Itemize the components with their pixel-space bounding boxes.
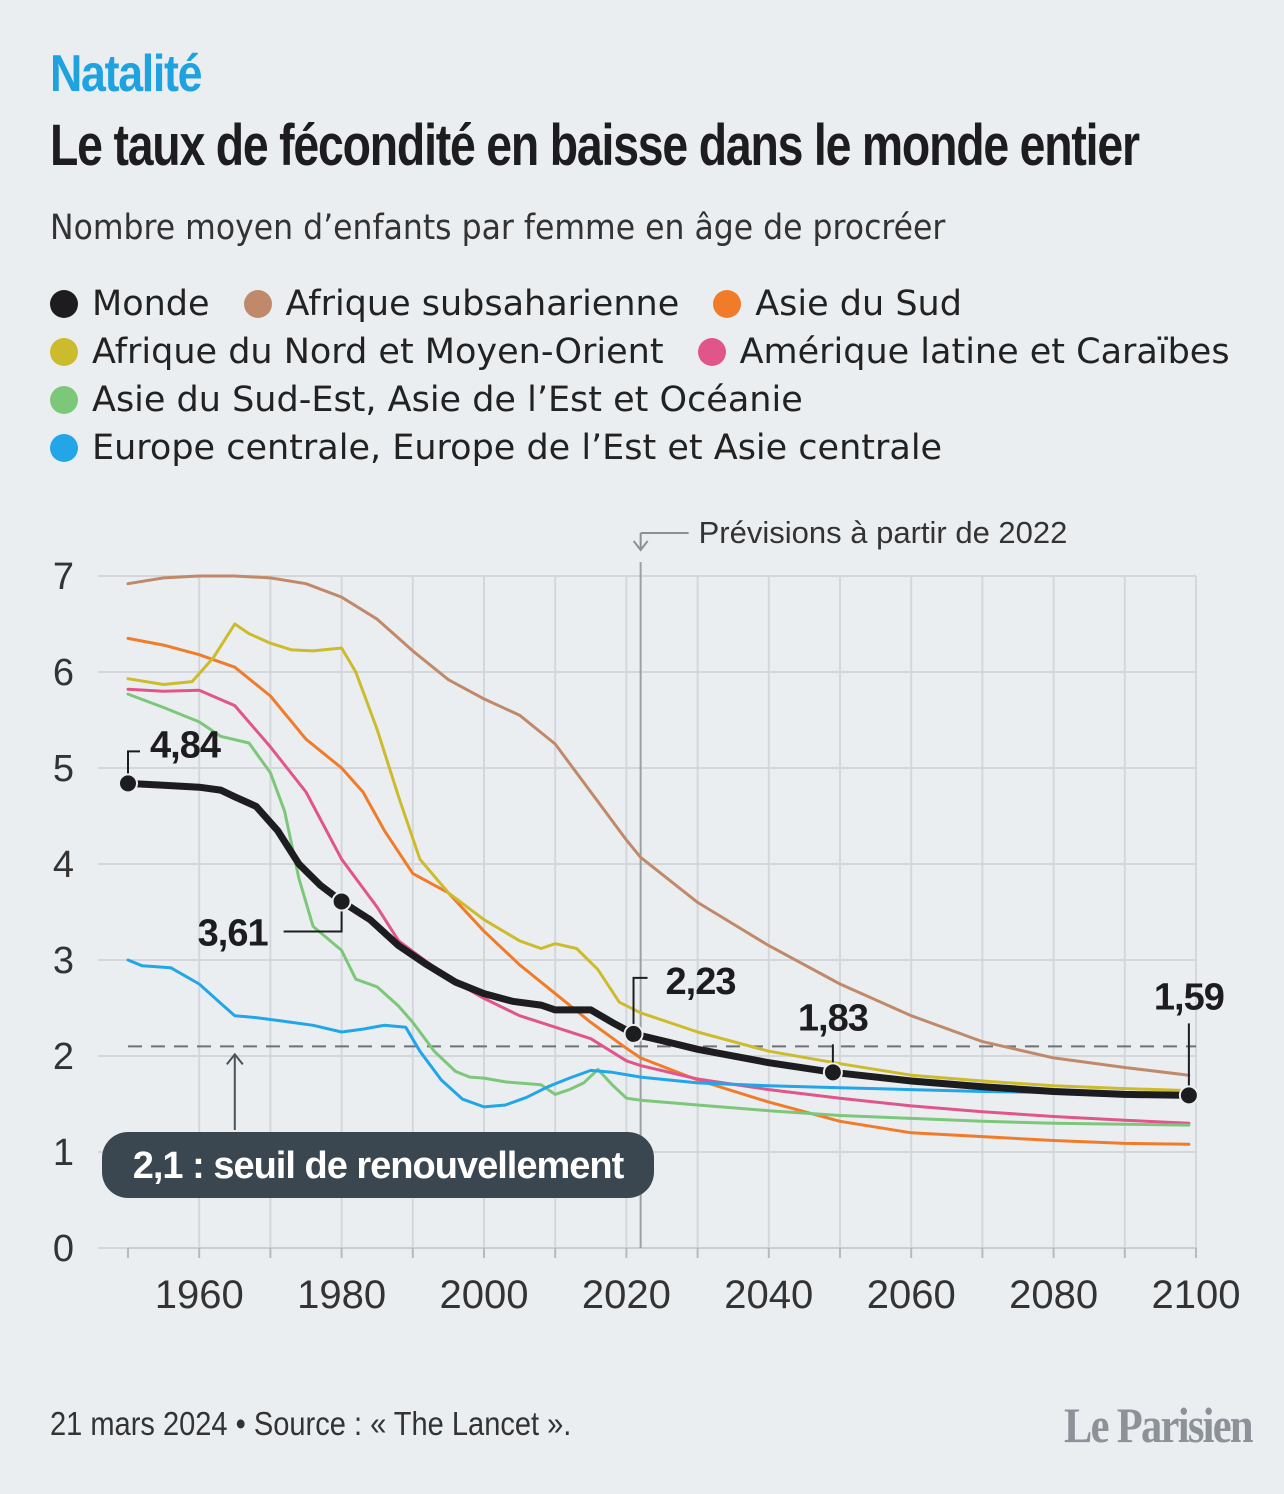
replacement-arrow-icon (226, 1052, 244, 1066)
annotation-marker (331, 891, 352, 912)
legend-dot-icon (713, 290, 742, 318)
legend-dot-icon (50, 386, 78, 414)
y-tick-label: 4 (53, 844, 74, 886)
legend-label: Afrique subsaharienne (285, 284, 680, 324)
source-note: 21 mars 2024 • Source : « The Lancet ». (50, 1405, 572, 1442)
series-line (126, 687, 1191, 1125)
replacement-badge-label: 2,1 : seuil de renouvellement (133, 1145, 625, 1187)
y-tick-label: 2 (53, 1036, 74, 1078)
y-tick-label: 7 (53, 556, 74, 598)
annotation-label: 3,61 (198, 912, 269, 954)
y-tick-label: 5 (53, 748, 74, 790)
forecast-label: Prévisions à partir de 2022 (699, 515, 1068, 550)
annotation-label: 1,83 (798, 997, 868, 1039)
legend-item: Amérique latine et Caraïbes (697, 332, 1230, 372)
legend-row: Europe centrale, Europe de l’Est et Asie… (50, 424, 1250, 472)
legend-label: Europe centrale, Europe de l’Est et Asie… (92, 428, 943, 468)
x-tick-label: 2060 (867, 1273, 956, 1317)
annotation-marker (822, 1062, 843, 1083)
annotation-label: 1,59 (1154, 976, 1224, 1018)
x-tick-label: 2100 (1152, 1273, 1241, 1317)
annotation-label: 4,84 (150, 724, 221, 766)
series-line (126, 622, 1191, 1093)
y-tick-label: 0 (53, 1228, 74, 1270)
series-line (126, 692, 1191, 1127)
legend-dot-icon (50, 434, 78, 462)
legend-label: Asie du Sud (755, 284, 962, 324)
y-tick-label: 1 (53, 1132, 74, 1174)
line-chart: 0 1 2 3 4 5 6 7 1960 1980 2000 2020 2040 2060 2080 2100… (53, 515, 1241, 1317)
legend-row: Monde Afrique subsaharienne Asie du Sud (50, 280, 1250, 328)
legend-dot-icon (50, 290, 78, 318)
chart-title: Le taux de fécondité en baisse dans le m… (50, 113, 1140, 178)
x-tick-label: 1980 (297, 1273, 386, 1317)
legend-item: Afrique subsaharienne (243, 284, 680, 324)
legend-dot-icon (50, 338, 78, 366)
x-tick-label: 2080 (1009, 1273, 1098, 1317)
legend-label: Asie du Sud-Est, Asie de l’Est et Océani… (92, 380, 803, 420)
y-tick-label: 6 (53, 652, 74, 694)
annotation-marker (1178, 1085, 1199, 1106)
series-line (126, 574, 1191, 1077)
legend-label: Afrique du Nord et Moyen-Orient (92, 332, 664, 372)
kicker: Natalité (50, 45, 203, 103)
legend-item: Monde (50, 284, 210, 324)
forecast-arrow-icon (632, 533, 649, 552)
legend-item: Afrique du Nord et Moyen-Orient (50, 332, 664, 372)
legend-item: Europe centrale, Europe de l’Est et Asie… (50, 428, 942, 468)
legend-row: Asie du Sud-Est, Asie de l’Est et Océani… (50, 376, 1250, 424)
le-parisien-logo: Le Parisien (1064, 1397, 1254, 1453)
annotation-leader (127, 750, 140, 784)
series-line (126, 636, 1191, 1146)
annotation-marker (623, 1023, 644, 1044)
legend-label: Monde (92, 284, 210, 324)
x-tick-label: 2000 (440, 1273, 529, 1317)
annotation-label: 2,23 (666, 961, 736, 1003)
annotation-leader (632, 976, 648, 1034)
legend-item: Asie du Sud (713, 284, 962, 324)
chart-subtitle: Nombre moyen d’enfants par femme en âge … (50, 208, 946, 248)
legend: Monde Afrique subsaharienne Asie du Sud Afr… (50, 280, 1250, 472)
x-tick-label: 2020 (582, 1273, 671, 1317)
legend-label: Amérique latine et Caraïbes (739, 332, 1230, 372)
legend-dot-icon (697, 338, 726, 366)
legend-dot-icon (243, 290, 272, 318)
annotation-marker (118, 773, 138, 794)
legend-item: Asie du Sud-Est, Asie de l’Est et Océani… (50, 380, 803, 420)
x-tick-label: 1960 (155, 1273, 244, 1317)
y-tick-label: 3 (53, 940, 74, 982)
x-tick-label: 2040 (724, 1273, 813, 1317)
series-line (124, 779, 1193, 1099)
legend-row: Afrique du Nord et Moyen-Orient Amérique … (50, 328, 1250, 376)
replacement-badge (102, 1132, 654, 1198)
series-line (126, 958, 1191, 1109)
